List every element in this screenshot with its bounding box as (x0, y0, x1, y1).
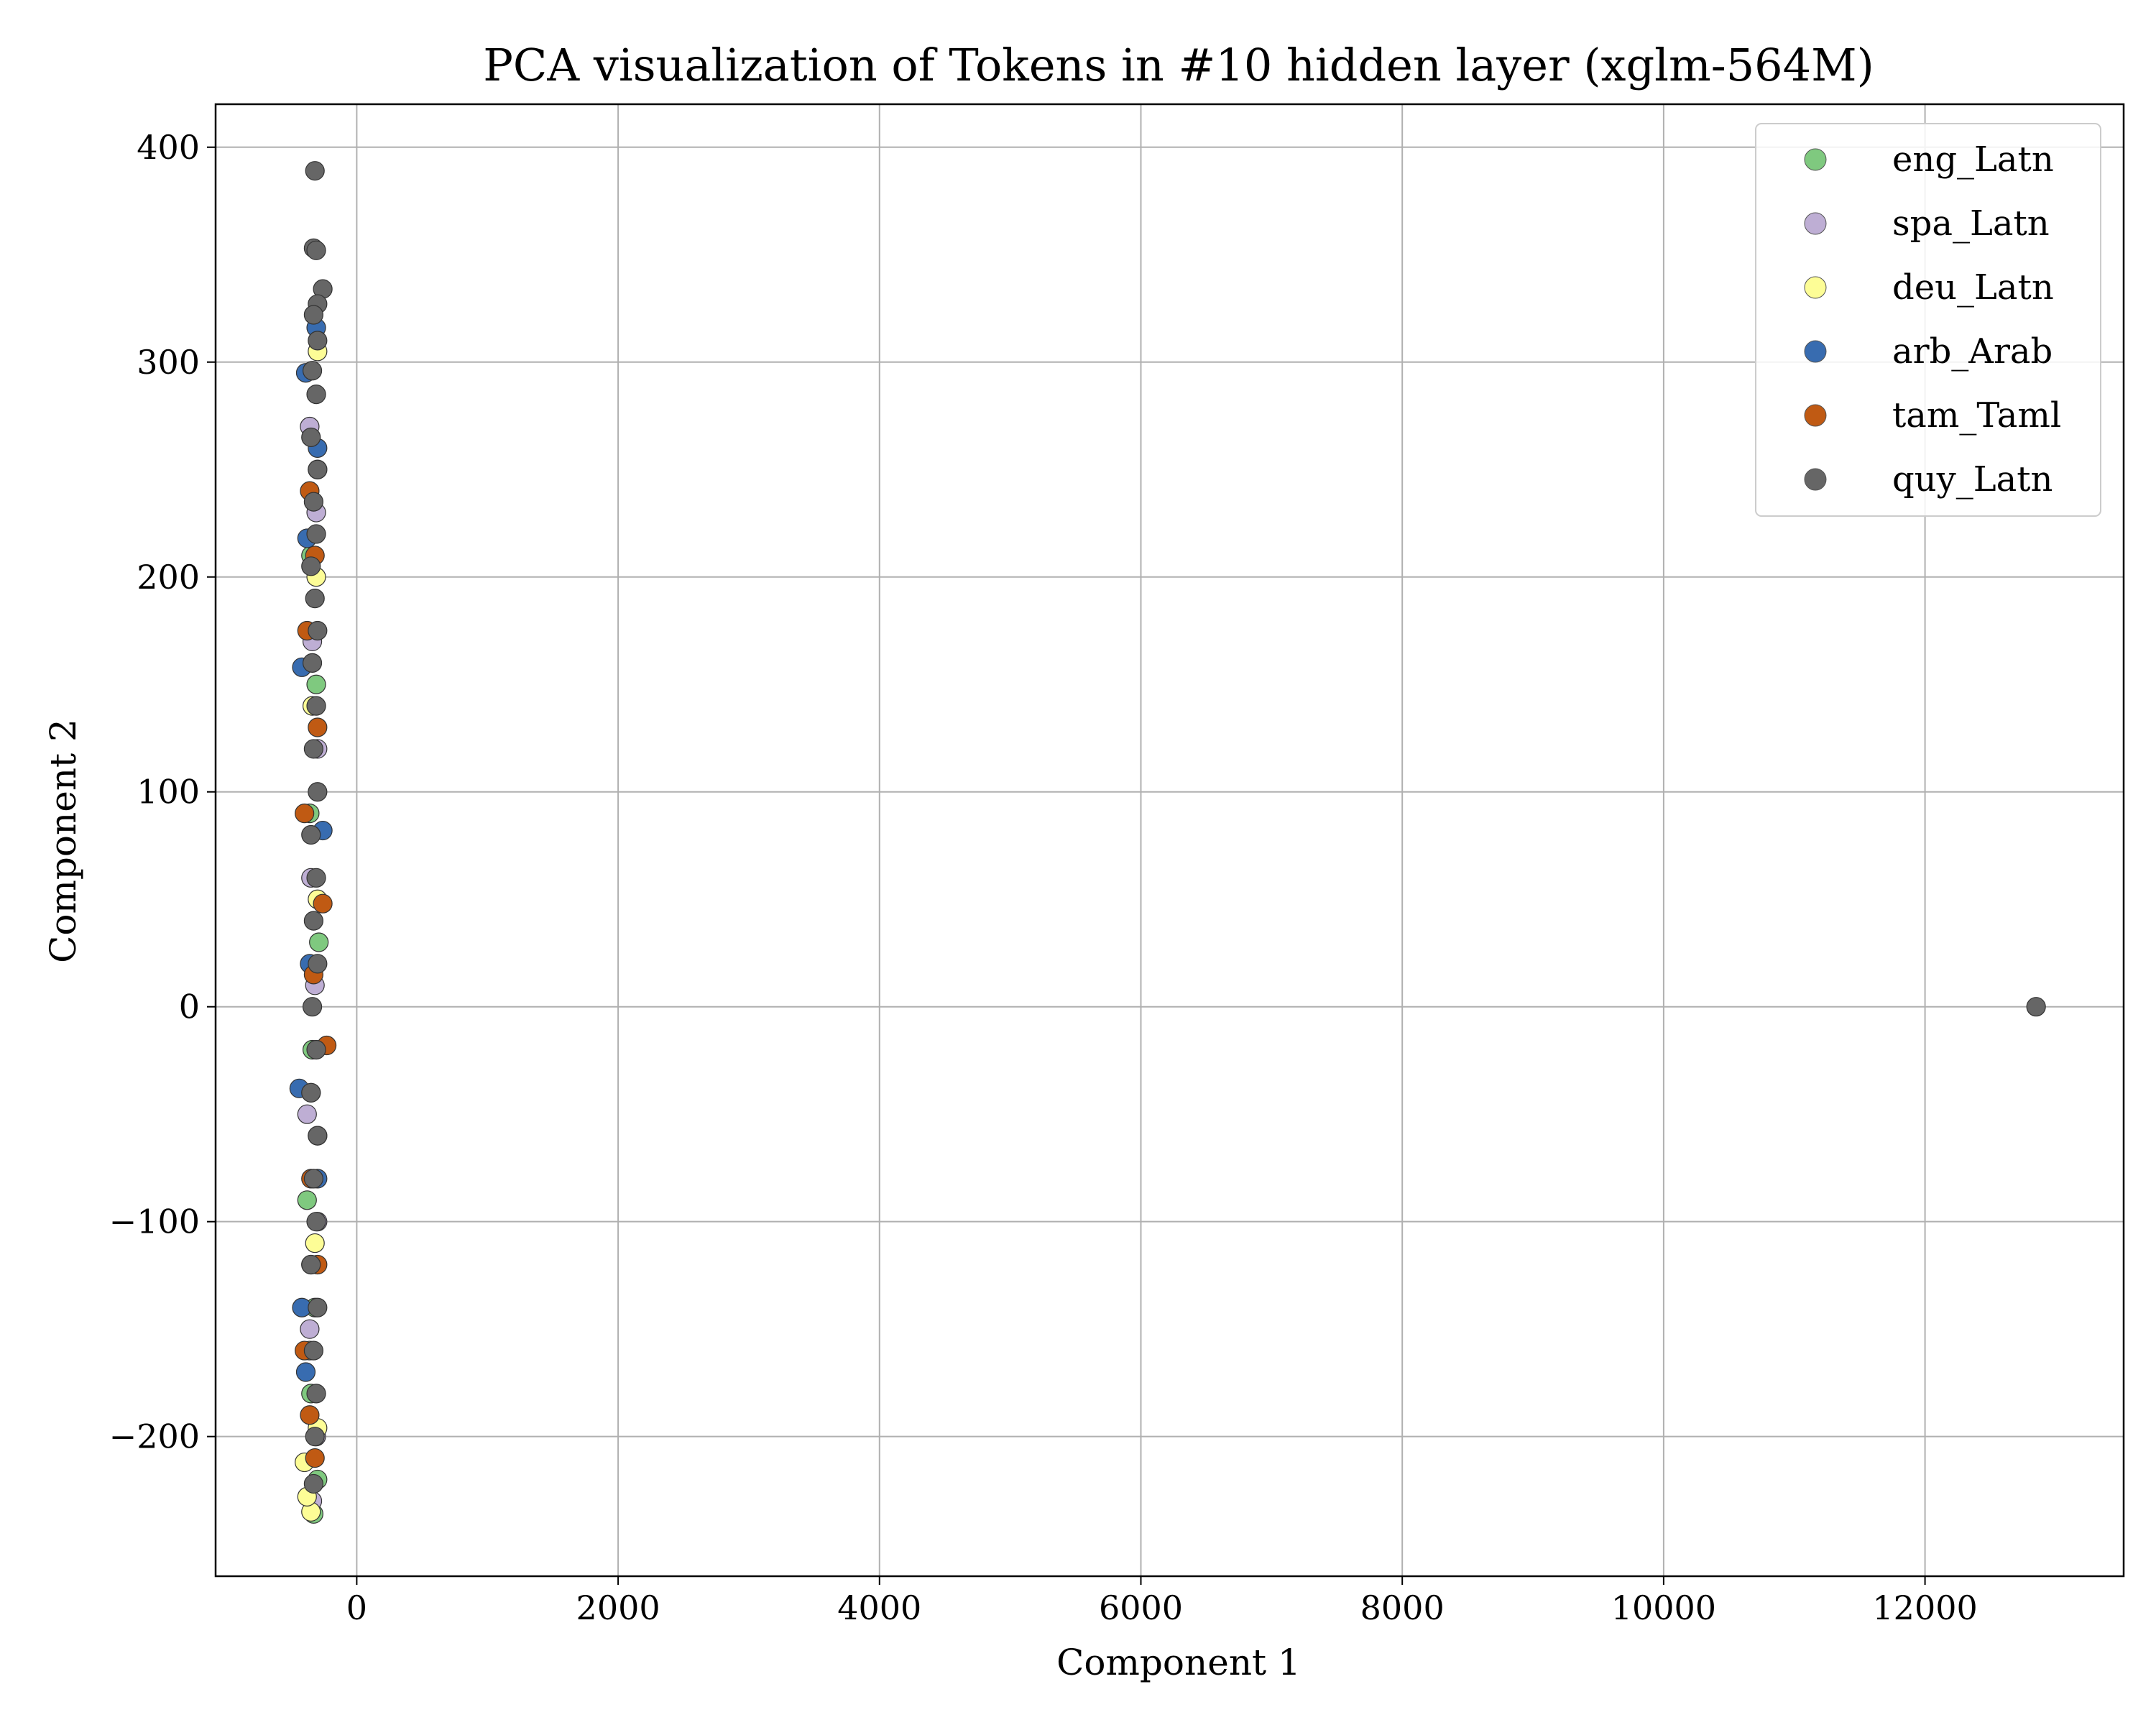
x-tick-label: 4000 (837, 1588, 921, 1627)
legend-label: quy_Latn (1892, 459, 2053, 500)
data-point (308, 954, 328, 974)
x-tick-label: 8000 (1360, 1588, 1445, 1627)
y-tick-label: 400 (137, 128, 200, 167)
data-point (306, 696, 326, 716)
y-axis-ticks: −200 −100 0 100 200 300 400 (109, 128, 216, 1456)
data-point (308, 782, 328, 802)
data-point (308, 1297, 328, 1317)
data-point (303, 739, 323, 759)
legend-label: eng_Latn (1892, 139, 2054, 180)
y-tick-label: −100 (109, 1202, 200, 1241)
y-tick-label: 0 (179, 988, 200, 1026)
data-point (297, 1190, 317, 1210)
y-axis-label: Component 2 (42, 719, 84, 963)
y-tick-label: 100 (137, 773, 200, 811)
data-point (303, 1169, 323, 1189)
data-point (303, 305, 323, 325)
x-axis-label: Component 1 (1056, 1642, 1301, 1683)
data-point (301, 1254, 321, 1275)
data-point (305, 1233, 325, 1254)
data-point (302, 997, 323, 1017)
legend-label: deu_Latn (1892, 267, 2054, 308)
data-point (309, 932, 329, 952)
data-point (295, 804, 315, 824)
data-point (300, 1319, 320, 1339)
data-point (306, 240, 326, 260)
legend-marker (1804, 148, 1827, 171)
legend-label: tam_Taml (1892, 395, 2061, 436)
data-point (305, 161, 325, 181)
legend-label: spa_Latn (1892, 203, 2050, 244)
legend: eng_Latn spa_Latn deu_Latn arb_Arab tam_Taml… (1755, 123, 2101, 517)
data-point (306, 1384, 326, 1404)
legend-marker (1804, 212, 1827, 235)
legend-marker (1804, 340, 1827, 363)
y-tick-label: 200 (137, 558, 200, 597)
data-point (308, 331, 328, 351)
data-point (313, 893, 333, 914)
x-tick-label: 0 (346, 1588, 367, 1627)
legend-label: arb_Arab (1892, 331, 2053, 372)
data-point (305, 1448, 325, 1468)
data-point (302, 653, 323, 673)
data-point (306, 1039, 326, 1060)
x-axis-ticks: 0 2000 4000 6000 8000 10000 12000 (346, 1576, 1978, 1627)
data-point (301, 824, 321, 845)
data-point (302, 361, 323, 381)
data-point (301, 427, 321, 448)
data-point (306, 1212, 326, 1232)
data-point (301, 1082, 321, 1103)
data-point (308, 459, 328, 479)
scatter-points (289, 161, 2046, 1524)
chart-title: PCA visualization of Tokens in #10 hidde… (483, 39, 1874, 91)
data-point (308, 717, 328, 737)
data-point (306, 524, 326, 544)
legend-marker (1804, 468, 1827, 491)
legend-marker (1804, 404, 1827, 427)
data-point (303, 1340, 323, 1361)
data-point (308, 1126, 328, 1146)
legend-marker (1804, 276, 1827, 299)
data-point (301, 556, 321, 576)
legend-box (1755, 123, 2101, 517)
data-point (303, 492, 323, 512)
data-point (295, 1362, 316, 1382)
plot-frame (214, 103, 2125, 1578)
series-quy_Latn (301, 161, 2046, 1494)
x-tick-label: 10000 (1611, 1588, 1716, 1627)
data-point (300, 1405, 320, 1425)
data-point (303, 911, 323, 931)
x-tick-label: 6000 (1099, 1588, 1183, 1627)
data-point (308, 620, 328, 641)
x-tick-label: 2000 (576, 1588, 660, 1627)
x-tick-label: 12000 (1872, 1588, 1977, 1627)
data-point (303, 1473, 323, 1494)
data-point (306, 385, 326, 405)
data-point (297, 1104, 317, 1124)
y-tick-label: 300 (137, 343, 200, 382)
data-point (2026, 997, 2046, 1017)
data-point (305, 589, 325, 609)
data-point (306, 674, 326, 694)
data-point (306, 868, 326, 888)
data-point (305, 1427, 325, 1447)
y-tick-label: −200 (109, 1417, 200, 1456)
